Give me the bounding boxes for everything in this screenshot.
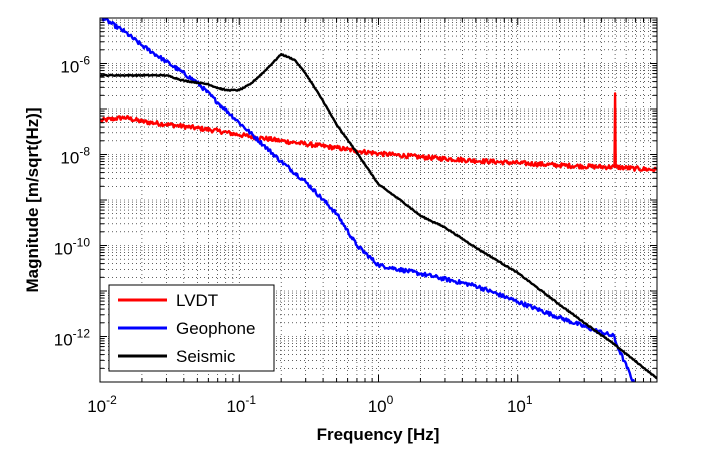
legend: LVDT Geophone Seismic: [108, 284, 275, 372]
y-tick-label: 10-12: [54, 327, 91, 350]
series-line-lvdt: [100, 92, 657, 172]
axis-ticks: [99, 18, 657, 383]
y-tick-label: 10-8: [60, 145, 90, 168]
legend-label-geophone: Geophone: [176, 319, 255, 338]
x-tick-label: 10-2: [87, 393, 117, 416]
series-line-geophone: [100, 18, 636, 382]
y-axis-title: Magnitude [m/sqrt(Hz)]: [23, 107, 42, 292]
x-tick-label: 101: [507, 393, 533, 416]
series-layer: [100, 18, 657, 382]
x-tick-label: 10-1: [226, 393, 256, 416]
y-tick-label: 10-10: [54, 236, 91, 259]
y-tick-label: 10-6: [60, 54, 90, 77]
x-tick-label: 100: [368, 393, 394, 416]
series-line-seismic: [100, 53, 657, 380]
legend-label-lvdt: LVDT: [176, 291, 218, 310]
x-axis-title: Frequency [Hz]: [317, 425, 440, 444]
legend-label-seismic: Seismic: [176, 347, 236, 366]
tick-labels: 10-2 10-1 100 101 10-6 10-8 10-10 10-12: [54, 54, 533, 417]
